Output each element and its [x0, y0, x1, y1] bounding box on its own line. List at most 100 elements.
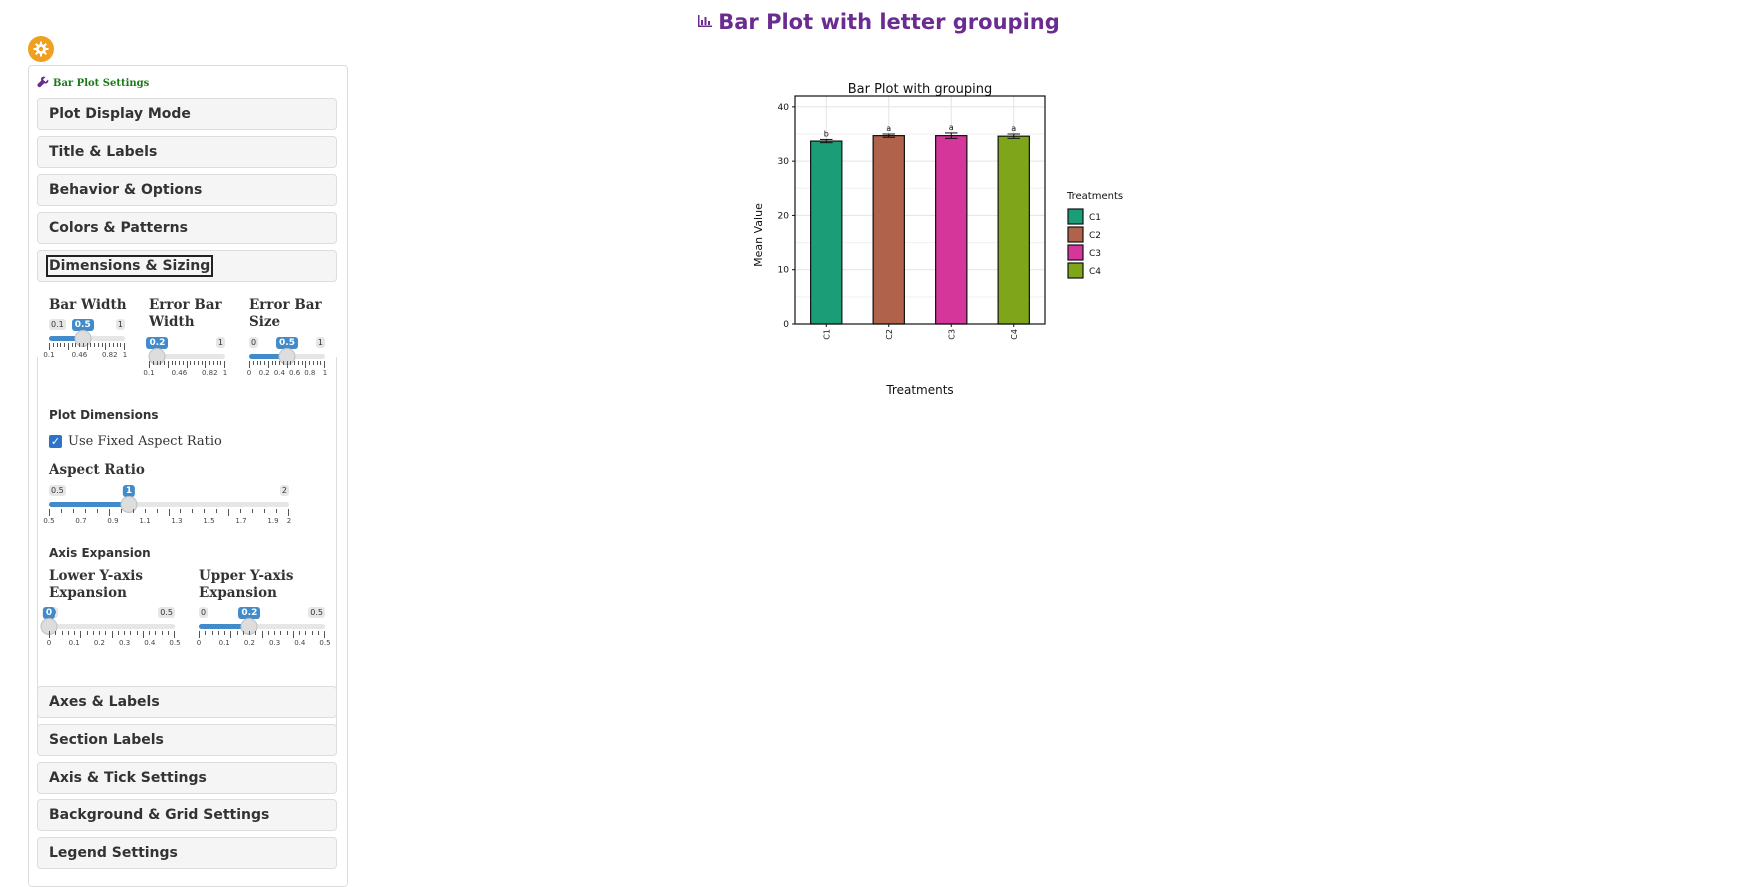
slider-tick: [179, 361, 180, 365]
slider-ticks: [149, 361, 225, 368]
accordion-plot-display-mode[interactable]: Plot Display Mode: [37, 98, 337, 130]
error-bar-width-slider[interactable]: 0.110.20.10.460.821: [143, 337, 227, 381]
slider-tick: [274, 631, 275, 635]
slider-tick-label: 1.3: [171, 517, 183, 525]
slider-handle[interactable]: [120, 496, 138, 513]
aspect-ratio-slider[interactable]: 0.5 2 1 0.5 0.7 0.9 1.1 1.3 1.5 1.7 1.9 2: [43, 485, 291, 529]
slider-tick: [74, 631, 75, 635]
bar-c2: [872, 135, 905, 325]
accordion-background-grid-settings[interactable]: Background & Grid Settings: [37, 799, 337, 831]
slider-min-label: 0: [249, 337, 259, 348]
slider-max-label: 2: [279, 485, 289, 496]
accordion-section-labels[interactable]: Section Labels: [37, 724, 337, 756]
slider-ticks: [49, 509, 289, 516]
slider-tick-label: 1.5: [203, 517, 215, 525]
slider-tick: [160, 361, 162, 365]
slider-tick-label: 0.1: [43, 351, 55, 359]
accordion-title-labels[interactable]: Title & Labels: [37, 136, 337, 168]
slider-tick: [180, 509, 182, 513]
slider-tick: [220, 361, 222, 365]
slider-tick-label: 0.5: [319, 639, 331, 647]
slider-tick-label: 0.3: [119, 639, 131, 647]
slider-tick: [192, 509, 194, 513]
upper-y-expansion-slider[interactable]: 0 0.5 0.2 0 0.1 0.2 0.3 0.4 0.5: [197, 607, 331, 651]
gear-icon[interactable]: [28, 36, 54, 62]
bar-c1: [810, 140, 843, 325]
bar-width-label: Bar Width: [49, 297, 127, 313]
slider-tick: [224, 631, 225, 635]
checkbox-box[interactable]: ✓: [49, 435, 62, 448]
fixed-aspect-checkbox[interactable]: ✓ Use Fixed Aspect Ratio: [49, 434, 222, 449]
slider-value-label: 1: [122, 485, 136, 497]
slider-tick: [130, 631, 132, 635]
slider-fill: [199, 624, 250, 629]
slider-tick: [94, 343, 95, 347]
page-title: Bar Plot with letter grouping: [0, 8, 1758, 34]
slider-tick-label: 0.4: [273, 369, 285, 377]
legend-swatch: [1067, 244, 1084, 261]
slider-tick: [61, 631, 63, 635]
accordion-legend-settings[interactable]: Legend Settings: [37, 837, 337, 869]
slider-value-label: 0.2: [238, 607, 261, 619]
group-letter: a: [886, 124, 891, 133]
slider-tick: [49, 509, 50, 516]
slider-tick: [279, 361, 280, 365]
slider-tick: [317, 631, 319, 635]
slider-tick: [252, 361, 254, 365]
group-letter: a: [1011, 124, 1016, 133]
legend-label: C4: [1089, 267, 1101, 277]
accordion-label: Colors & Patterns: [49, 220, 188, 236]
slider-tick: [194, 361, 195, 365]
slider-tick: [86, 343, 88, 350]
accordion-behavior-options[interactable]: Behavior & Options: [37, 174, 337, 206]
slider-tick: [105, 343, 107, 350]
accordion-dimensions-sizing[interactable]: Dimensions & Sizing: [37, 250, 337, 282]
bar-chart-icon: [698, 8, 713, 32]
lower-y-expansion-label: Lower Y-axis Expansion: [49, 568, 143, 601]
slider-tick: [216, 361, 218, 365]
slider-tick: [49, 631, 50, 638]
slider-tick: [86, 631, 88, 635]
slider-tick: [252, 509, 254, 513]
slider-tick-label: 0.6: [289, 369, 301, 377]
error-bar-size-slider[interactable]: 0 1 0.5 0 0.2 0.4 0.6 0.8 1: [246, 337, 327, 381]
y-tick-label: 40: [778, 103, 790, 113]
slider-tick: [201, 361, 203, 365]
slider-max-label: 0.5: [158, 607, 175, 618]
page-title-text: Bar Plot with letter grouping: [718, 10, 1060, 34]
slider-track[interactable]: [199, 624, 325, 629]
x-tick-label: C4: [1010, 329, 1019, 340]
slider-tick: [311, 631, 313, 635]
legend-swatch: [1067, 226, 1084, 243]
slider-tick: [168, 509, 170, 516]
slider-tick: [112, 343, 114, 347]
slider-tick: [212, 361, 214, 365]
slider-tick: [249, 631, 250, 635]
bar-width-slider[interactable]: 0.1 1 0.5 0.1 0.46 0.82 1: [43, 319, 128, 363]
slider-tick: [108, 509, 110, 516]
slider-tick-label: 0: [246, 369, 252, 377]
slider-tick: [320, 361, 322, 365]
accordion-axes-labels[interactable]: Axes & Labels: [37, 686, 337, 718]
wrench-icon: [37, 76, 49, 91]
slider-track[interactable]: [49, 624, 175, 629]
slider-tick: [236, 631, 238, 635]
accordion-axis-tick-settings[interactable]: Axis & Tick Settings: [37, 762, 337, 794]
accordion-colors-patterns[interactable]: Colors & Patterns: [37, 212, 337, 244]
slider-tick: [175, 361, 177, 365]
bar-chart: Bar Plot with grouping Mean Value Treatm…: [752, 82, 1123, 397]
x-tick-label: C3: [947, 329, 956, 340]
accordion-label: Title & Labels: [49, 144, 158, 160]
plot-border: [794, 95, 1046, 325]
slider-track[interactable]: [49, 502, 289, 507]
slider-tick: [230, 631, 232, 638]
slider-track[interactable]: [149, 354, 225, 359]
slider-tick: [149, 361, 150, 368]
slider-tick-label: 1: [122, 351, 128, 359]
legend-swatch: [1067, 262, 1084, 279]
slider-tick: [216, 509, 218, 513]
accordion-label: Legend Settings: [49, 845, 178, 861]
slider-fill: [49, 502, 129, 507]
slider-max-label: 1: [115, 319, 125, 330]
